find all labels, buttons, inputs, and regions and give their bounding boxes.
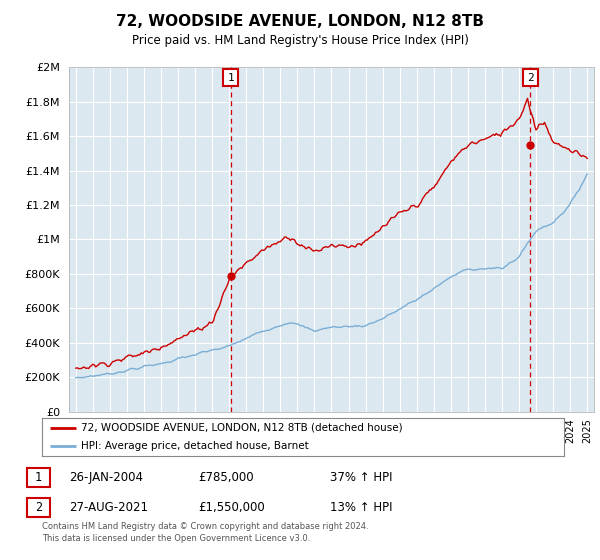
Text: £785,000: £785,000 [198,470,254,484]
Text: 26-JAN-2004: 26-JAN-2004 [69,470,143,484]
Text: 27-AUG-2021: 27-AUG-2021 [69,501,148,515]
Text: 2: 2 [35,501,42,515]
Text: HPI: Average price, detached house, Barnet: HPI: Average price, detached house, Barn… [81,441,309,451]
Text: Price paid vs. HM Land Registry's House Price Index (HPI): Price paid vs. HM Land Registry's House … [131,34,469,46]
Text: 2: 2 [527,73,533,82]
Text: This data is licensed under the Open Government Licence v3.0.: This data is licensed under the Open Gov… [42,534,310,543]
Text: 72, WOODSIDE AVENUE, LONDON, N12 8TB (detached house): 72, WOODSIDE AVENUE, LONDON, N12 8TB (de… [81,423,403,433]
Text: 37% ↑ HPI: 37% ↑ HPI [330,470,392,484]
Text: 13% ↑ HPI: 13% ↑ HPI [330,501,392,515]
Text: £1,550,000: £1,550,000 [198,501,265,515]
Text: 72, WOODSIDE AVENUE, LONDON, N12 8TB: 72, WOODSIDE AVENUE, LONDON, N12 8TB [116,14,484,29]
Text: Contains HM Land Registry data © Crown copyright and database right 2024.: Contains HM Land Registry data © Crown c… [42,522,368,531]
Text: 1: 1 [35,470,42,484]
Text: 1: 1 [227,73,234,82]
